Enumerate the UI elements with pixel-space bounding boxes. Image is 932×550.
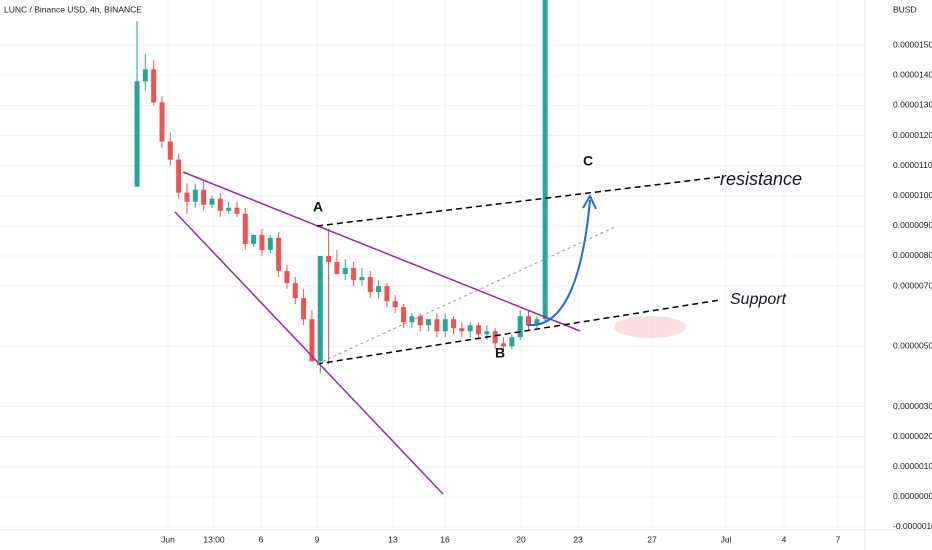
y-tick-label: 0.0000100000	[893, 190, 932, 200]
projection-arrow	[526, 199, 591, 327]
candle-body	[259, 234, 265, 250]
y-tick-label: 0.0000080000	[893, 250, 932, 260]
candle-body	[317, 255, 323, 362]
fib-diagonal	[316, 225, 618, 365]
price-axis: 0.0000150000 0.0000140000 0.0000130000 0.00…	[893, 39, 932, 531]
x-tick-label: 4	[782, 534, 787, 544]
candle-body	[142, 69, 148, 82]
x-tick-label: 13:00	[203, 534, 225, 544]
candle-body	[392, 301, 398, 308]
candle-body	[184, 192, 190, 202]
candle-body	[376, 286, 382, 293]
candle-body	[451, 319, 457, 329]
candle-body	[492, 331, 498, 344]
candle-body	[434, 319, 440, 332]
x-tick-label: 6	[259, 534, 264, 544]
candle-body	[384, 286, 390, 302]
y-tick-label: 0.0000140000	[893, 70, 932, 80]
y-tick-label: 0.0000050000	[893, 341, 932, 351]
y-tick-label: 0.0000070000	[893, 280, 932, 290]
candle-body	[309, 319, 315, 362]
candle-body	[476, 325, 482, 335]
support-line	[316, 299, 721, 365]
candle-body	[192, 189, 198, 202]
candle-body	[209, 198, 215, 205]
drawings	[174, 171, 721, 495]
trend-line	[182, 171, 581, 332]
x-tick-label: Jun	[161, 534, 175, 544]
currency: BUSD	[893, 4, 917, 14]
candle-body	[234, 207, 240, 214]
candle-body	[167, 141, 173, 160]
candle-body	[467, 325, 473, 332]
y-tick-label: 0.0000090000	[893, 220, 932, 230]
candle-body	[276, 237, 282, 272]
candle-body	[284, 271, 290, 284]
x-tick-label: 23	[573, 534, 583, 544]
annotation: B	[495, 345, 505, 361]
candle-body	[417, 316, 423, 326]
x-tick-label: 20	[516, 534, 526, 544]
y-tick-label: 0.0000010000	[893, 461, 932, 471]
arrow-head	[582, 193, 597, 210]
annotation: C	[583, 153, 593, 169]
candle-body	[351, 268, 357, 281]
x-tick-label: 27	[647, 534, 657, 544]
candle-body	[542, 0, 548, 320]
x-tick-label: 9	[315, 534, 320, 544]
y-tick-label: 0.0000120000	[893, 130, 932, 140]
candle-body	[301, 298, 307, 320]
candle-body	[267, 237, 273, 250]
candle-body	[242, 213, 248, 244]
chart-title: LUNC / Binance USD, 4h, BINANCE	[4, 4, 142, 14]
candle-body	[367, 277, 373, 293]
candle-body	[501, 343, 507, 347]
candle-body	[426, 319, 432, 326]
annotation: A	[313, 199, 323, 215]
x-tick-label: 7	[836, 534, 841, 544]
candle-body	[226, 207, 232, 211]
y-tick-label: -0.0000010000	[893, 521, 932, 531]
candle-body	[159, 102, 165, 142]
candle-body	[359, 277, 365, 281]
candle-body	[326, 255, 332, 262]
annotation: Support	[730, 291, 787, 308]
x-tick-label: 16	[440, 534, 450, 544]
y-tick-label: 0.0000020000	[893, 431, 932, 441]
candle-body	[442, 319, 448, 332]
candle-body	[217, 198, 223, 211]
y-tick-label: 0.0000150000	[893, 39, 932, 49]
candle-body	[251, 234, 257, 244]
grid	[0, 0, 865, 530]
candles	[134, 0, 548, 374]
y-tick-label: 0.0000130000	[893, 100, 932, 110]
candle-body	[409, 316, 415, 323]
annotation: resistance	[720, 169, 802, 189]
y-tick-label: 0.0000000000	[893, 491, 932, 501]
candle-body	[459, 328, 465, 332]
candle-body	[334, 261, 340, 275]
trend-line	[174, 211, 444, 495]
candle-body	[484, 331, 490, 335]
candle-body	[176, 159, 182, 193]
candle-body	[534, 319, 540, 326]
resistance-line	[316, 176, 721, 227]
candle-body	[509, 337, 515, 347]
candle-body	[526, 316, 532, 326]
candle-body	[201, 189, 207, 205]
candle-body	[292, 283, 298, 299]
y-tick-label: 0.0000030000	[893, 401, 932, 411]
x-tick-label: 13	[388, 534, 398, 544]
candle-body	[342, 268, 348, 275]
y-tick-label: 0.0000110000	[893, 160, 932, 170]
candle-body	[134, 81, 140, 187]
candle-body	[151, 69, 157, 103]
x-tick-label: Jul	[721, 534, 732, 544]
candle-body	[517, 316, 523, 338]
highlight	[614, 316, 686, 338]
candle-body	[401, 307, 407, 323]
